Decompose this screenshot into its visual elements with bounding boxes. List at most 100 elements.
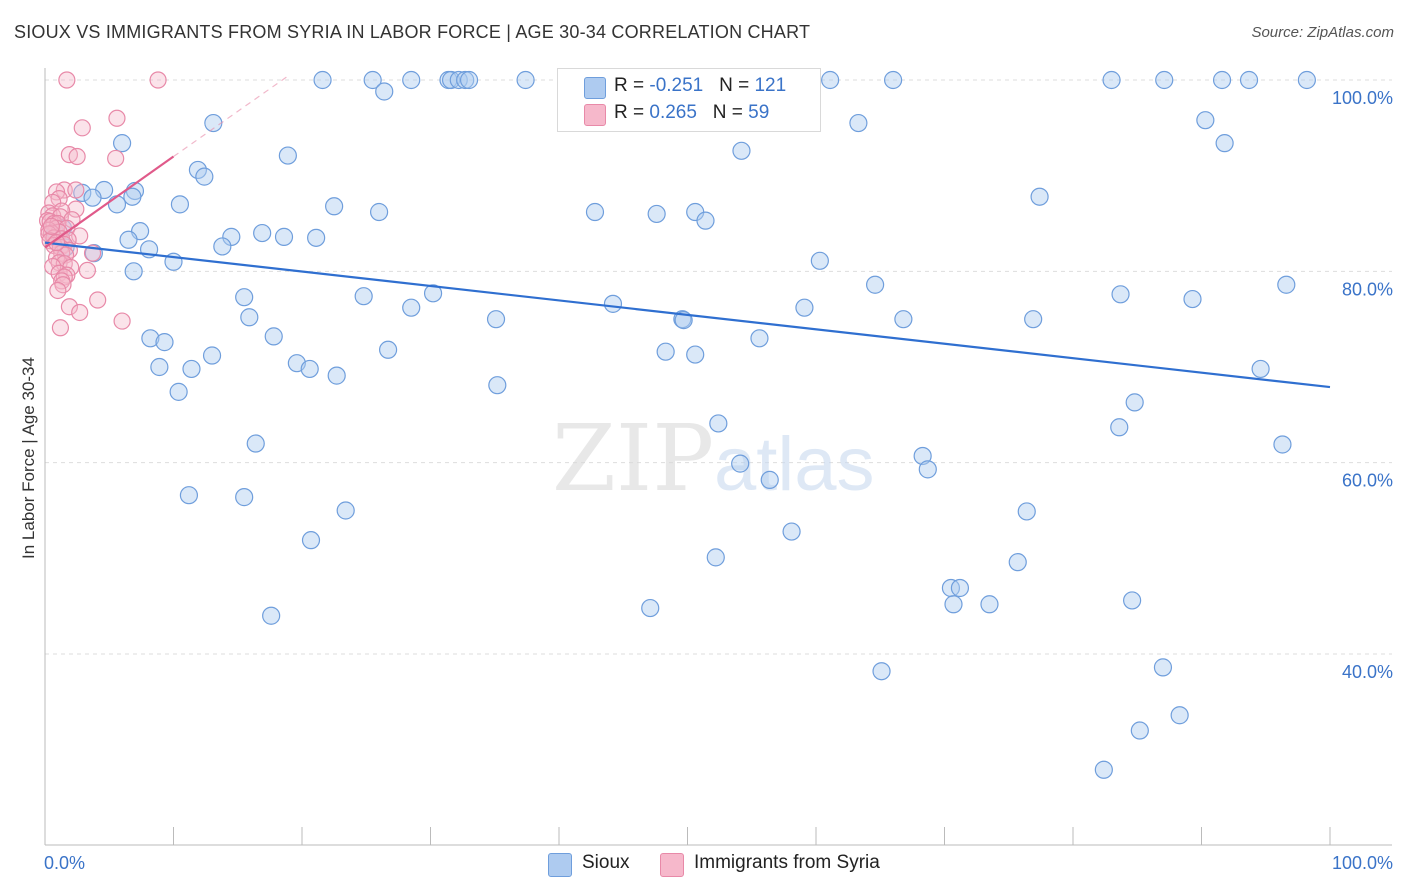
syria-point	[89, 291, 107, 309]
syria-point	[67, 181, 85, 199]
n-value: 59	[748, 102, 770, 123]
syria-point	[107, 149, 125, 168]
sioux-point	[1183, 289, 1202, 309]
sioux-point	[782, 522, 801, 541]
sioux-point	[1094, 760, 1113, 779]
sioux-point	[253, 223, 272, 243]
sioux-point	[866, 275, 885, 294]
chart-title: SIOUX VS IMMIGRANTS FROM SYRIA IN LABOR …	[14, 22, 811, 42]
sioux-point	[336, 501, 355, 520]
r-label: R =	[614, 102, 650, 123]
sioux-point	[656, 342, 675, 361]
sioux-point	[821, 70, 840, 90]
syria-point	[113, 312, 131, 330]
sioux-point	[585, 202, 605, 222]
sioux-point	[301, 531, 321, 550]
x-tick-label: 0.0%	[44, 853, 85, 873]
sioux-point	[195, 167, 214, 186]
gridlines	[45, 79, 1392, 655]
sioux-point	[516, 70, 535, 90]
sioux-point	[709, 414, 728, 433]
sioux-point	[883, 70, 903, 90]
sioux-point	[1215, 134, 1234, 153]
x-tick-label: 100.0%	[1332, 853, 1393, 873]
sioux-point	[1170, 706, 1189, 725]
sioux-point	[732, 141, 751, 160]
sioux-point	[325, 197, 344, 216]
sioux-point	[872, 662, 891, 681]
sioux-point	[1239, 70, 1259, 90]
sioux-point	[1110, 418, 1129, 437]
sioux-point	[313, 70, 332, 90]
sioux-point	[402, 298, 421, 317]
sioux-point	[1024, 310, 1043, 329]
n-value: 121	[754, 75, 787, 96]
bottom-legend-label-syria: Immigrants from Syria	[694, 852, 880, 873]
sioux-point	[378, 340, 398, 359]
sioux-point	[363, 70, 382, 90]
watermark-zip: ZIP	[552, 405, 714, 512]
syria-point	[71, 303, 89, 322]
sioux-point	[107, 195, 127, 214]
sioux-point	[327, 366, 346, 385]
sioux-point	[83, 188, 102, 207]
sioux-point	[1130, 721, 1149, 740]
source-credit: Source: ZipAtlas.com	[1251, 24, 1394, 41]
r-value: -0.251	[649, 75, 704, 96]
sioux-point	[370, 202, 389, 222]
sioux-point	[750, 329, 769, 348]
syria-point	[44, 257, 62, 276]
sioux-point	[1212, 70, 1232, 90]
sioux-point	[235, 488, 254, 507]
sioux-point	[274, 227, 294, 246]
sioux-point	[170, 195, 190, 214]
sioux-point	[795, 298, 814, 317]
sioux-point	[486, 310, 506, 329]
r-label: R =	[614, 75, 650, 96]
bottom-legend-label-sioux: Sioux	[582, 852, 630, 873]
syria-point	[44, 193, 62, 212]
bottom-legend-swatch-syria	[660, 853, 684, 877]
sioux-point	[1111, 285, 1130, 304]
sioux-point	[119, 230, 138, 249]
syria-point	[67, 200, 85, 218]
sioux-point	[179, 486, 199, 505]
y-tick-label: 40.0%	[1342, 662, 1393, 682]
n-label: N =	[719, 75, 755, 96]
sioux-point	[647, 204, 666, 224]
sioux-point	[1008, 553, 1027, 572]
sioux-point	[240, 308, 259, 327]
sioux-point	[235, 288, 254, 307]
sioux-point	[188, 160, 208, 180]
sioux-point	[459, 70, 479, 90]
legend-text-syria: R = 0.265 N = 59	[614, 102, 769, 124]
sioux-point	[1030, 187, 1049, 206]
syria-point	[78, 261, 97, 279]
sioux-point	[706, 548, 725, 567]
sioux-point	[123, 187, 142, 206]
sioux-point	[980, 595, 999, 614]
syria-point	[49, 281, 67, 300]
sioux-point	[1125, 393, 1144, 412]
sioux-point	[686, 345, 705, 364]
sioux-point	[1017, 502, 1036, 521]
sioux-point	[641, 598, 660, 618]
sioux-point	[278, 146, 297, 165]
sioux-point	[918, 460, 937, 479]
sioux-trend-line	[44, 241, 1331, 389]
sioux-point	[488, 376, 507, 395]
sioux-point	[913, 446, 932, 466]
x-tick-labels: 0.0% 100.0%	[44, 853, 1393, 873]
sioux-point	[1277, 275, 1296, 294]
sioux-point	[760, 470, 779, 489]
sioux-point	[307, 228, 326, 247]
sioux-point	[423, 284, 443, 303]
bottom-legend-swatch-sioux	[548, 853, 572, 877]
sioux-point	[894, 310, 913, 329]
sioux-point	[1102, 70, 1121, 90]
sioux-point	[150, 357, 169, 377]
syria-trend-line	[44, 155, 175, 249]
legend-text-sioux: R = -0.251 N = 121	[614, 75, 786, 97]
syria-point	[149, 71, 167, 89]
sioux-point	[300, 359, 319, 379]
